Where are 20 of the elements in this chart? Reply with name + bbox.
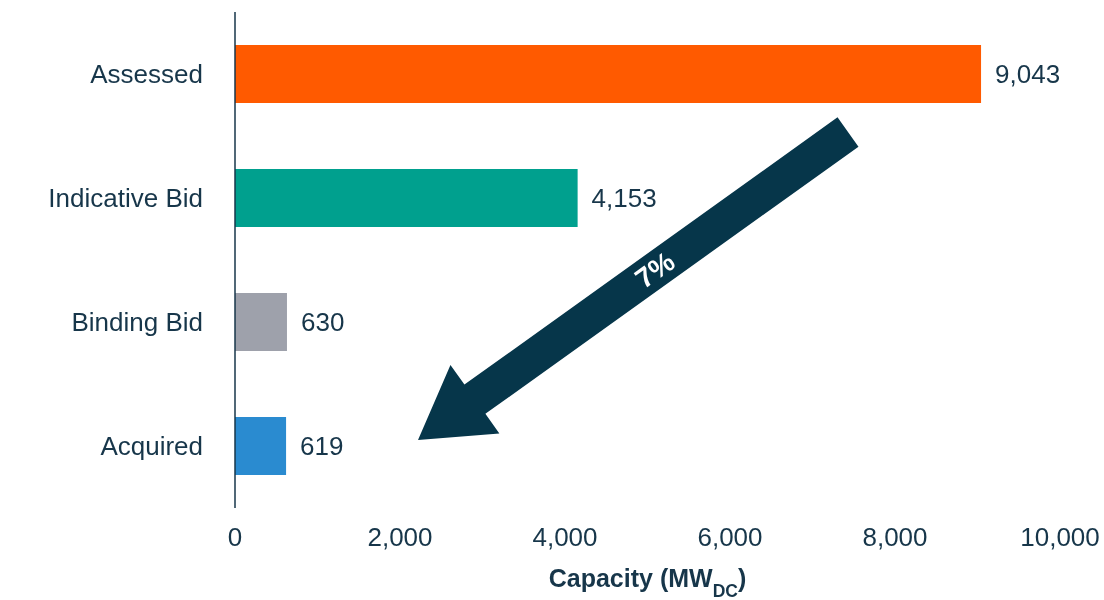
bar xyxy=(235,417,287,475)
bar xyxy=(235,169,578,227)
x-tick-label: 6,000 xyxy=(697,522,763,553)
annotation: 7% xyxy=(629,245,681,295)
x-tick-label: 0 xyxy=(227,522,243,553)
bar xyxy=(235,45,982,103)
data-label: 9,043 xyxy=(995,59,1061,90)
x-tick-label: 10,000 xyxy=(1020,522,1100,553)
data-label: 4,153 xyxy=(591,183,657,214)
x-tick-label: 2,000 xyxy=(367,522,433,553)
x-tick-label: 8,000 xyxy=(862,522,928,553)
bar xyxy=(235,293,287,351)
y-tick-label: Assessed xyxy=(90,59,203,90)
data-label: 619 xyxy=(300,431,344,462)
y-tick-label: Binding Bid xyxy=(71,307,203,338)
y-tick-label: Indicative Bid xyxy=(48,183,203,214)
x-tick-label: 4,000 xyxy=(532,522,598,553)
y-tick-label: Acquired xyxy=(100,431,203,462)
data-label: 630 xyxy=(300,307,345,338)
x-axis-title: Capacity (MW$_{DC}$) xyxy=(548,564,747,600)
